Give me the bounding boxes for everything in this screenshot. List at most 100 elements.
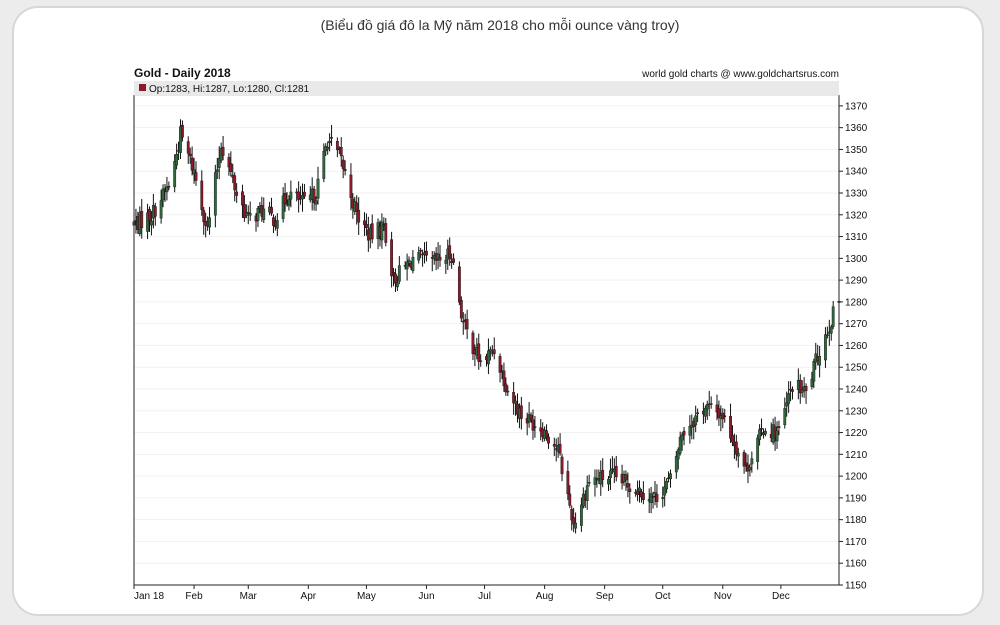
candle-body <box>547 436 550 444</box>
candle-body <box>570 509 574 521</box>
candle <box>680 432 684 451</box>
candle <box>349 163 353 211</box>
candle-body <box>736 452 740 457</box>
candle-body <box>777 426 781 429</box>
candle <box>688 415 692 444</box>
candle-body <box>322 150 326 179</box>
y-tick-label: 1270 <box>845 319 868 330</box>
candle <box>297 181 301 213</box>
candle-body <box>256 208 260 221</box>
y-tick-label: 1150 <box>845 581 867 592</box>
candle <box>552 437 556 457</box>
candle-body <box>519 405 523 419</box>
candle <box>585 475 589 510</box>
candle-body <box>283 193 287 205</box>
candle <box>636 480 639 502</box>
candle-body <box>593 477 597 485</box>
candle-body <box>775 430 779 442</box>
candle <box>744 453 748 472</box>
candle-body <box>221 146 225 156</box>
x-tick-label: Apr <box>301 591 317 602</box>
candle <box>570 505 574 531</box>
candle-body <box>161 188 165 201</box>
candle <box>558 433 562 456</box>
candle-body <box>275 220 279 229</box>
candle <box>233 172 237 202</box>
candle <box>614 455 618 482</box>
candle-body <box>760 428 763 430</box>
candle <box>824 327 827 368</box>
candle <box>775 421 779 449</box>
candle <box>411 250 415 274</box>
candle <box>229 151 233 177</box>
candle-body <box>655 494 659 502</box>
candle <box>587 474 591 487</box>
candle-body <box>303 191 306 197</box>
candle <box>653 481 657 506</box>
candle <box>651 491 655 509</box>
candle <box>760 418 763 437</box>
candle-body <box>818 356 822 366</box>
candle-body <box>425 250 428 256</box>
candle-body <box>392 271 395 274</box>
candle <box>661 486 665 508</box>
candle-body <box>461 320 465 323</box>
candle-body <box>241 191 244 206</box>
candle <box>804 383 808 404</box>
candle <box>798 374 802 404</box>
y-tick-label: 1180 <box>845 515 867 526</box>
candle <box>330 125 333 146</box>
candle <box>748 463 752 477</box>
candle <box>514 395 517 416</box>
candle-body <box>601 470 605 480</box>
candle-body <box>167 186 171 188</box>
candle <box>165 176 169 201</box>
candle-body <box>674 456 678 473</box>
candle-body <box>750 458 754 465</box>
candle-body <box>312 189 316 203</box>
candle <box>696 408 700 422</box>
candle <box>736 447 740 468</box>
candle <box>777 420 781 436</box>
candle-body <box>186 141 190 154</box>
candle <box>519 396 523 430</box>
candle <box>192 157 196 184</box>
candle-body <box>341 159 345 169</box>
candle-body <box>179 126 182 153</box>
candle-body <box>339 147 343 157</box>
candle <box>756 434 760 470</box>
candle-body <box>229 163 233 172</box>
candle <box>188 147 192 164</box>
candle-body <box>357 209 361 223</box>
candle <box>425 241 428 262</box>
candle-body <box>419 250 423 252</box>
candle <box>289 180 293 208</box>
candle <box>322 143 326 183</box>
candle-body <box>824 334 827 361</box>
candle <box>339 137 343 167</box>
plot-area <box>134 95 839 585</box>
legend-text: Op:1283, Hi:1287, Lo:1280, Cl:1281 <box>149 84 310 95</box>
candle-body <box>705 403 709 410</box>
candle-body <box>531 419 535 431</box>
candle-body <box>696 412 700 414</box>
candle-body <box>438 256 442 261</box>
candle-body <box>281 195 285 219</box>
candle <box>394 268 397 292</box>
candle <box>545 424 548 441</box>
x-tick-label: Mar <box>240 591 258 602</box>
candle-body <box>682 430 686 436</box>
candle <box>506 385 510 397</box>
candle <box>580 497 583 532</box>
candle <box>397 256 401 285</box>
candle-body <box>626 483 630 488</box>
candle <box>175 143 179 170</box>
candle <box>281 187 285 223</box>
candle-body <box>148 209 151 222</box>
candle <box>436 242 440 270</box>
candle-body <box>661 497 665 499</box>
candle <box>669 469 672 488</box>
candle <box>380 213 384 249</box>
legend: Op:1283, Hi:1287, Lo:1280, Cl:1281 <box>134 81 839 95</box>
candle-body <box>200 180 204 210</box>
